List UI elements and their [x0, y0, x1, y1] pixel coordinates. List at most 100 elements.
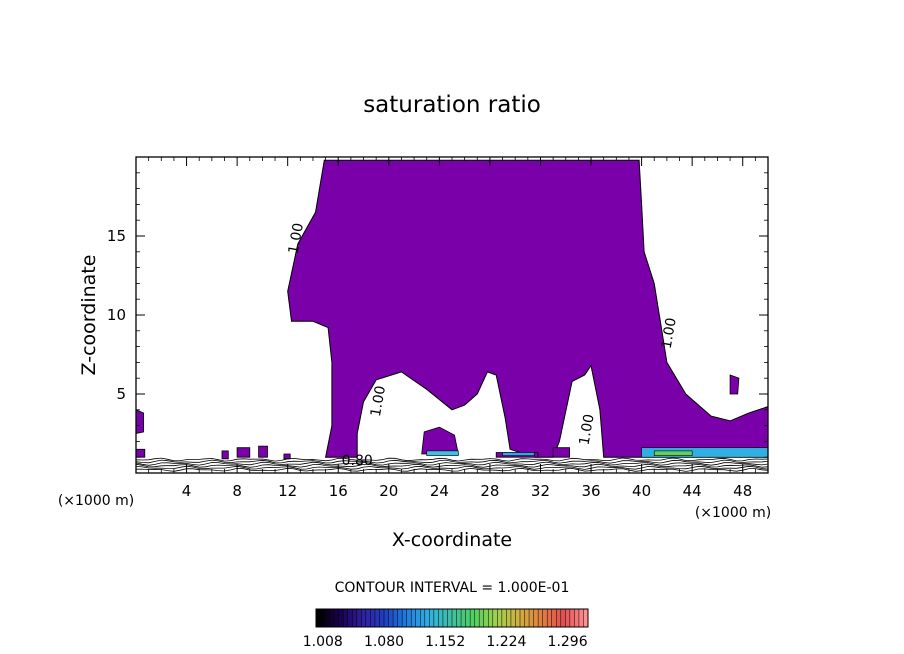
- colorbar-step: [524, 609, 530, 627]
- colorbar-step: [379, 609, 385, 627]
- saturation-island: [258, 445, 268, 458]
- saturation-island: [729, 374, 740, 395]
- x-tick-label: 44: [683, 482, 702, 500]
- colorbar-step: [402, 609, 407, 627]
- colorbar-step: [361, 609, 367, 627]
- saturation-island: [421, 426, 459, 455]
- colorbar-step: [565, 609, 571, 627]
- y-tick-label: 10: [107, 306, 126, 324]
- colorbar-step: [583, 609, 589, 627]
- colorbar-step: [388, 609, 394, 627]
- colorbar-frame: [315, 608, 589, 628]
- colorbar-step: [461, 609, 466, 627]
- colorbar-step: [343, 609, 349, 627]
- x-tick-label: 4: [182, 482, 192, 500]
- contour-label: 0.80: [342, 453, 373, 469]
- colorbar-step: [578, 609, 584, 627]
- y-tick-label: 15: [107, 227, 126, 245]
- colorbar-step: [479, 609, 485, 627]
- colorbar-step: [429, 609, 435, 627]
- colorbar-step: [365, 609, 371, 627]
- contour-interval-text: CONTOUR INTERVAL = 1.000E-01: [335, 580, 570, 596]
- colorbar-step: [520, 609, 525, 627]
- x-tick-label: 32: [531, 482, 550, 500]
- high-saturation-patch: [426, 450, 459, 456]
- colorbar-step: [393, 609, 398, 627]
- x-axis-label: X-coordinate: [392, 529, 512, 551]
- saturation-island: [221, 450, 229, 460]
- x-tick-label: 36: [581, 482, 600, 500]
- colorbar-step: [406, 609, 412, 627]
- colorbar-step: [547, 609, 553, 627]
- x-tick-label: 8: [232, 482, 242, 500]
- colorbar-step: [506, 609, 512, 627]
- colorbar-step: [320, 609, 326, 627]
- colorbar-step: [415, 609, 421, 627]
- colorbar-step: [492, 609, 498, 627]
- y-axis-label: Z-coordinate: [78, 255, 100, 376]
- saturation-island: [552, 447, 570, 458]
- colorbar-step: [488, 609, 494, 627]
- colorbar-step: [497, 609, 503, 627]
- x-tick-label: 40: [632, 482, 651, 500]
- contour-label: 1.00: [577, 413, 598, 446]
- colorbar-step: [370, 609, 376, 627]
- colorbar-step: [483, 609, 489, 627]
- colorbar-step: [334, 609, 339, 627]
- x-axis: 4 8 12 16 20 24 28 32 36 40 44 48: [148, 157, 756, 500]
- y-tick-label: 5: [116, 385, 126, 403]
- saturation-island: [135, 409, 145, 434]
- colorbar-step: [356, 609, 362, 627]
- y-unit-label: (×1000 m): [58, 493, 134, 509]
- plot-area: 1.00 1.00 1.00 1.00 0.80: [135, 159, 769, 472]
- colorbar-step: [447, 609, 453, 627]
- contour-label: 1.00: [368, 384, 389, 417]
- colorbar-step: [574, 609, 580, 627]
- colorbar-step: [424, 609, 430, 627]
- colorbar-step: [329, 609, 335, 627]
- x-unit-label: (×1000 m): [695, 505, 771, 521]
- saturation-island: [135, 448, 146, 458]
- colorbar-step: [338, 609, 344, 627]
- colorbar-step: [411, 609, 417, 627]
- colorbar-step: [542, 609, 548, 627]
- colorbar-step: [465, 609, 471, 627]
- colorbar-step: [347, 609, 353, 627]
- colorbar-step: [325, 609, 330, 627]
- surface-contour-line: [135, 465, 769, 470]
- colorbar-tick-label: 1.008: [303, 634, 343, 650]
- surface-contour-line: [135, 457, 769, 462]
- colorbar-step: [442, 609, 448, 627]
- colorbar-tick-label: 1.152: [425, 634, 465, 650]
- colorbar-step: [501, 609, 507, 627]
- saturation-region: [287, 159, 769, 458]
- colorbar-step: [551, 609, 557, 627]
- contour-label: 1.00: [286, 222, 307, 255]
- colorbar-step: [515, 609, 521, 627]
- saturation-island: [236, 447, 251, 458]
- colorbar-step: [538, 609, 543, 627]
- colorbar-tick-label: 1.224: [486, 634, 526, 650]
- x-tick-label: 48: [733, 482, 752, 500]
- surface-contour-line: [135, 459, 769, 464]
- colorbar-step: [510, 609, 516, 627]
- contour-label: 1.00: [659, 317, 680, 350]
- colorbar-tick-label: 1.080: [364, 634, 404, 650]
- saturation-island: [283, 453, 291, 460]
- colorbar-step: [433, 609, 439, 627]
- colorbar: [315, 608, 589, 628]
- colorbar-step: [456, 609, 462, 627]
- high-saturation-patch: [653, 450, 693, 456]
- colorbar-step: [374, 609, 380, 627]
- chart-title: saturation ratio: [363, 92, 541, 118]
- colorbar-step: [352, 609, 358, 627]
- colorbar-labels: 1.008 1.080 1.152 1.224 1.296: [303, 634, 588, 650]
- colorbar-step: [384, 609, 389, 627]
- surface-contour-line: [135, 461, 769, 466]
- colorbar-step: [470, 609, 475, 627]
- colorbar-step: [438, 609, 444, 627]
- colorbar-tick-label: 1.296: [548, 634, 588, 650]
- x-tick-label: 24: [430, 482, 449, 500]
- colorbar-step: [529, 609, 534, 627]
